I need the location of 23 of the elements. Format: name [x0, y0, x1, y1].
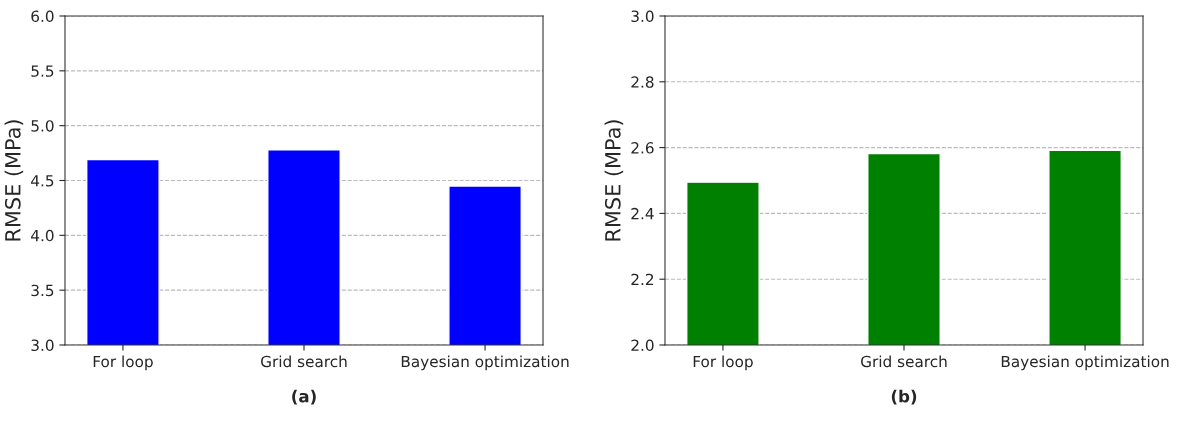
y-tick-label: 2.6	[631, 142, 654, 154]
y-tick-label: 3.0	[31, 339, 54, 352]
y-tick-label: 5.5	[31, 65, 54, 77]
x-tick-label: For loop	[693, 355, 753, 371]
y-tick-label: 2.0	[631, 339, 654, 352]
y-axis-title: RMSE (MPa)	[604, 120, 624, 241]
y-tick-label: 5.0	[31, 120, 54, 132]
y-tick-label: 6.0	[31, 10, 54, 23]
x-tick-label: For loop	[93, 355, 153, 371]
y-tick-label: 3.0	[631, 10, 654, 23]
y-axis-title: RMSE (MPa)	[4, 120, 24, 241]
y-tick-label: 3.5	[31, 284, 54, 297]
x-axis-title: (b)	[891, 389, 917, 405]
x-tick-label: Bayesian optimization	[1001, 355, 1169, 371]
x-tick-label: Bayesian optimization	[401, 355, 569, 371]
y-tick-label: 4.0	[31, 229, 54, 242]
y-tick-label: 2.2	[631, 273, 654, 285]
x-tick-label: Grid search	[861, 355, 947, 368]
x-tick-label: Grid search	[261, 355, 347, 368]
x-axis-title: (a)	[292, 389, 316, 405]
y-tick-label: 4.5	[31, 175, 54, 187]
y-tick-label: 2.4	[631, 207, 654, 220]
y-tick-label: 2.8	[631, 76, 654, 88]
